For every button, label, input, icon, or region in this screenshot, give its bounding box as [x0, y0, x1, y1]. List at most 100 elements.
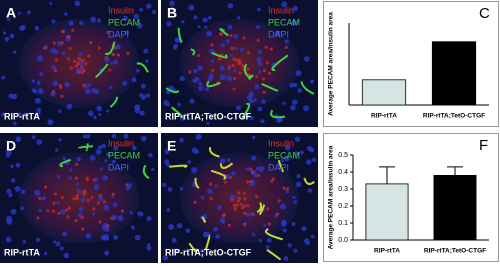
nucleus	[130, 225, 135, 230]
insulin-cell	[74, 219, 78, 223]
stain-label: PECAM	[108, 150, 140, 160]
panel-letter: D	[6, 138, 16, 154]
nucleus	[303, 56, 310, 62]
insulin-cell	[255, 75, 259, 79]
insulin-cell	[256, 38, 260, 42]
insulin-cell	[36, 216, 40, 220]
nucleus	[283, 256, 289, 261]
nucleus	[266, 237, 272, 243]
nucleus	[18, 112, 22, 116]
nucleus	[215, 234, 220, 239]
nucleus	[256, 25, 260, 29]
insulin-cell	[262, 68, 267, 73]
insulin-cell	[223, 180, 228, 184]
nucleus	[97, 145, 102, 150]
vessel	[188, 242, 198, 253]
nucleus	[233, 68, 237, 73]
insulin-cell	[266, 207, 270, 211]
insulin-cell	[227, 65, 232, 69]
nucleus	[133, 13, 140, 20]
nucleus	[214, 184, 218, 188]
nucleus	[37, 107, 42, 112]
nucleus	[287, 243, 292, 248]
nucleus	[58, 138, 62, 142]
nucleus	[292, 5, 298, 12]
nucleus	[92, 212, 96, 216]
insulin-cell	[233, 207, 237, 211]
nucleus	[172, 45, 178, 50]
stain-label: DAPI	[268, 29, 289, 39]
vessel	[94, 63, 109, 79]
nucleus	[164, 149, 170, 155]
nucleus	[62, 231, 68, 237]
vessel	[169, 164, 188, 169]
insulin-cell	[245, 180, 250, 184]
nucleus	[4, 36, 10, 42]
nucleus	[179, 187, 184, 191]
insulin-cell	[111, 53, 116, 57]
vessel	[77, 145, 94, 150]
nucleus	[162, 182, 167, 188]
nucleus	[171, 237, 177, 243]
nucleus	[170, 10, 175, 15]
nucleus	[98, 113, 102, 117]
nucleus	[78, 61, 85, 67]
vessel	[303, 177, 315, 185]
nucleus	[179, 137, 184, 143]
nucleus	[43, 251, 48, 256]
insulin-cell	[77, 70, 81, 74]
nucleus	[189, 98, 195, 104]
nucleus	[10, 208, 17, 215]
nucleus	[166, 208, 171, 212]
nucleus	[251, 232, 256, 237]
nucleus	[258, 166, 265, 173]
nucleus	[23, 112, 29, 118]
y-tick-label: 0.4	[338, 169, 348, 176]
nucleus	[205, 87, 210, 92]
nucleus	[219, 74, 226, 81]
panel-letter: F	[479, 137, 488, 154]
nucleus	[303, 105, 309, 112]
vessel	[165, 87, 180, 94]
nucleus	[200, 195, 205, 200]
insulin-cell	[97, 46, 101, 50]
nucleus	[36, 55, 43, 62]
nucleus	[2, 31, 7, 35]
insulin-cell	[92, 207, 96, 211]
nucleus	[105, 109, 110, 113]
nucleus	[69, 168, 73, 172]
nucleus	[202, 17, 208, 23]
vessel	[177, 27, 183, 44]
insulin-cell	[84, 61, 88, 66]
nucleus	[213, 226, 218, 232]
x-tick-label: RIP-rtTA;TetO-CTGF	[423, 113, 485, 120]
nucleus	[168, 223, 175, 230]
insulin-cell	[66, 215, 70, 219]
nucleus	[75, 182, 80, 186]
nucleus	[204, 25, 208, 29]
nucleus	[275, 30, 281, 36]
insulin-cell	[75, 194, 79, 198]
nucleus	[96, 105, 103, 112]
nucleus	[244, 114, 250, 119]
vessel	[243, 63, 251, 79]
nucleus	[170, 6, 174, 11]
islet	[18, 152, 140, 244]
insulin-cell	[67, 206, 72, 210]
nucleus	[52, 80, 59, 87]
nucleus	[219, 217, 225, 223]
insulin-cell	[74, 176, 78, 180]
nucleus	[293, 200, 297, 204]
nucleus	[134, 104, 141, 111]
insulin-cell	[68, 46, 72, 50]
nucleus	[295, 70, 302, 77]
insulin-cell	[249, 167, 253, 171]
stain-label: Insulin	[268, 138, 294, 148]
nucleus	[185, 228, 191, 233]
insulin-cell	[53, 192, 57, 196]
insulin-cell	[111, 192, 115, 196]
insulin-cell	[46, 208, 50, 213]
insulin-cell	[251, 170, 255, 174]
error-bar	[379, 166, 395, 184]
nucleus	[166, 163, 170, 167]
